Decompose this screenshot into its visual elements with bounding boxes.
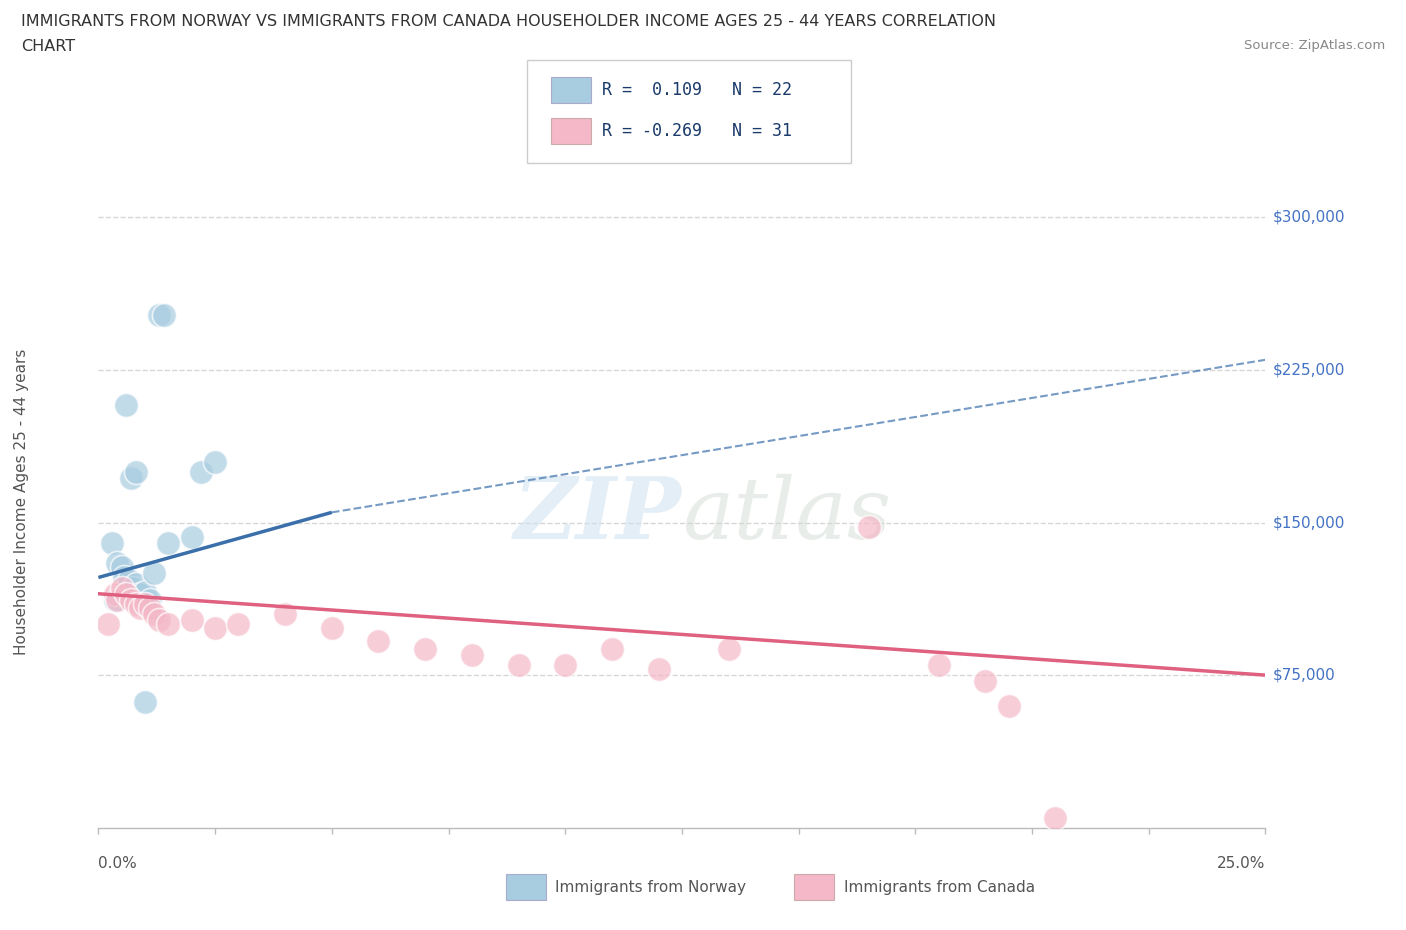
Point	[115, 586, 138, 601]
Point	[204, 454, 226, 469]
Point	[228, 617, 250, 631]
Text: $150,000: $150,000	[1272, 515, 1344, 530]
Text: Source: ZipAtlas.com: Source: ZipAtlas.com	[1244, 39, 1385, 52]
Point	[367, 633, 389, 648]
Point	[104, 592, 127, 607]
Text: $300,000: $300,000	[1272, 210, 1346, 225]
Point	[111, 560, 134, 575]
Point	[180, 529, 202, 544]
Point	[139, 592, 162, 607]
Point	[152, 308, 174, 323]
Point	[190, 464, 212, 479]
Text: Householder Income Ages 25 - 44 years: Householder Income Ages 25 - 44 years	[14, 349, 28, 656]
Point	[554, 658, 576, 672]
Text: R = -0.269   N = 31: R = -0.269 N = 31	[602, 122, 792, 140]
Point	[143, 566, 166, 581]
Point	[129, 586, 152, 601]
Point	[148, 613, 170, 628]
Point	[274, 606, 297, 621]
Point	[111, 580, 134, 595]
Text: atlas: atlas	[682, 474, 891, 556]
Point	[101, 536, 124, 551]
Point	[717, 642, 740, 657]
Point	[157, 536, 180, 551]
Point	[508, 658, 530, 672]
Text: $225,000: $225,000	[1272, 363, 1344, 378]
Text: IMMIGRANTS FROM NORWAY VS IMMIGRANTS FROM CANADA HOUSEHOLDER INCOME AGES 25 - 44: IMMIGRANTS FROM NORWAY VS IMMIGRANTS FRO…	[21, 14, 995, 29]
Point	[148, 308, 170, 323]
Point	[157, 617, 180, 631]
Point	[143, 606, 166, 621]
Point	[413, 642, 436, 657]
Point	[115, 397, 138, 412]
Text: CHART: CHART	[21, 39, 75, 54]
Point	[134, 596, 156, 611]
Point	[105, 556, 128, 571]
Point	[461, 647, 484, 662]
Text: ZIP: ZIP	[515, 473, 682, 557]
Point	[139, 601, 162, 616]
Point	[928, 658, 950, 672]
Point	[120, 471, 142, 485]
Point	[204, 621, 226, 636]
Point	[997, 698, 1019, 713]
Point	[105, 592, 128, 607]
Point	[97, 617, 120, 631]
Point	[112, 570, 135, 585]
Point	[858, 519, 880, 534]
Text: R =  0.109   N = 22: R = 0.109 N = 22	[602, 81, 792, 100]
Point	[122, 580, 145, 595]
Text: 25.0%: 25.0%	[1218, 856, 1265, 870]
Point	[125, 576, 148, 591]
Point	[129, 601, 152, 616]
Point	[600, 642, 623, 657]
Point	[180, 613, 202, 628]
Point	[118, 572, 141, 587]
Text: $75,000: $75,000	[1272, 668, 1336, 683]
Text: Immigrants from Canada: Immigrants from Canada	[844, 880, 1035, 895]
Text: 0.0%: 0.0%	[98, 856, 138, 870]
Point	[321, 621, 343, 636]
Point	[647, 661, 669, 676]
Point	[125, 596, 148, 611]
Text: Immigrants from Norway: Immigrants from Norway	[555, 880, 747, 895]
Point	[104, 586, 127, 601]
Point	[974, 673, 997, 688]
Point	[134, 694, 156, 709]
Point	[134, 584, 156, 599]
Point	[120, 592, 142, 607]
Point	[125, 464, 148, 479]
Point	[1045, 810, 1067, 825]
